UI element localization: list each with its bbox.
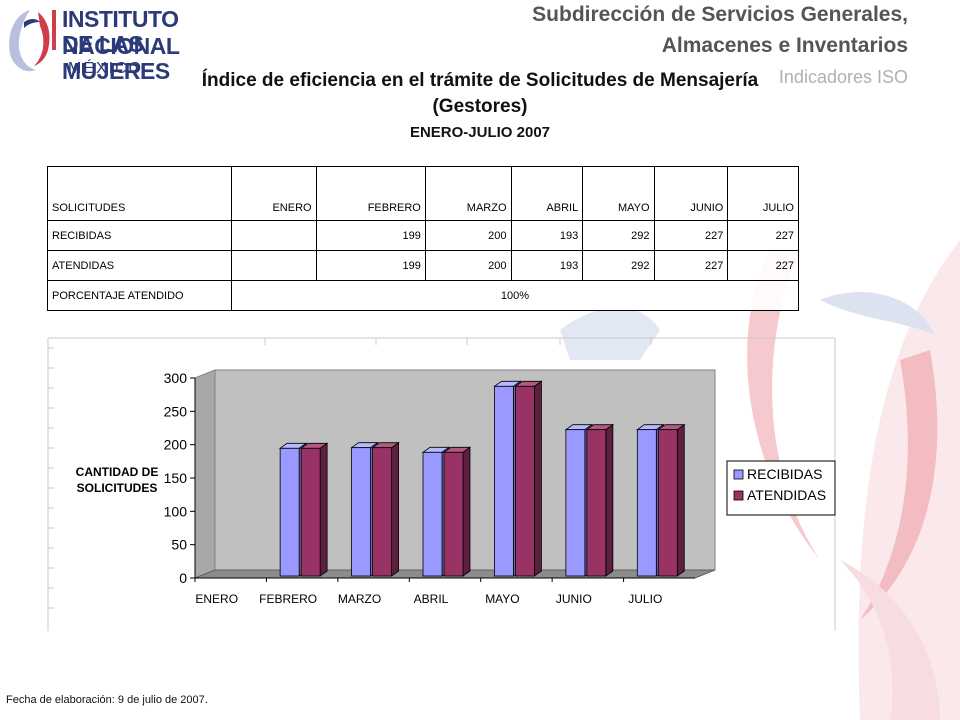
- bar: [565, 429, 586, 577]
- logo-line-1: INSTITUTO NACIONAL: [62, 6, 180, 59]
- bar: [636, 429, 657, 577]
- y-tick-label: 0: [179, 570, 187, 586]
- x-tick-label: MAYO: [485, 592, 519, 606]
- table-header-cell: ENERO: [231, 166, 317, 221]
- table-cell: 227: [727, 250, 799, 281]
- bar-side: [676, 423, 685, 577]
- logo-line-2: DE LAS MUJERES: [62, 31, 170, 84]
- table-header-row: SOLICITUDES ENERO FEBRERO MARZO ABRIL MA…: [47, 166, 799, 221]
- table-cell: ATENDIDAS: [47, 250, 232, 281]
- table-cell: 292: [582, 220, 655, 251]
- table-cell: 193: [510, 250, 584, 281]
- table-cell: 200: [424, 220, 512, 251]
- x-tick-label: ABRIL: [414, 592, 449, 606]
- bar: [657, 429, 678, 577]
- data-table: SOLICITUDES ENERO FEBRERO MARZO ABRIL MA…: [47, 166, 799, 311]
- legend-entry: ATENDIDAS: [747, 487, 826, 503]
- bar: [443, 451, 464, 577]
- chart-side-wall: [194, 369, 216, 579]
- bar: [351, 447, 371, 577]
- bar-side: [391, 441, 399, 577]
- table-cell: PORCENTAJE ATENDIDO: [47, 280, 232, 311]
- table-cell: 227: [727, 220, 799, 251]
- table-header-cell: SOLICITUDES: [47, 166, 232, 221]
- logo-emblem-icon: [9, 10, 56, 72]
- bar-side: [462, 446, 471, 577]
- legend-entry: RECIBIDAS: [747, 466, 822, 482]
- x-tick-label: FEBRERO: [259, 592, 317, 606]
- table-cell: 100%: [231, 280, 799, 311]
- legend-box: [726, 460, 836, 516]
- table-header-cell: JULIO: [727, 166, 799, 221]
- table-cell: 200: [424, 250, 512, 281]
- table-header-cell: MARZO: [424, 166, 512, 221]
- table-cell: 292: [582, 250, 655, 281]
- y-tick-label: 250: [164, 403, 188, 419]
- bar-side: [319, 442, 328, 577]
- table-row: ATENDIDAS 199 200 193 292 227 227: [47, 250, 799, 281]
- bar: [422, 451, 443, 577]
- bar-side: [534, 380, 542, 577]
- bar: [586, 429, 607, 577]
- logo-line-3: MÉXICO: [68, 60, 144, 77]
- x-tick-label: MARZO: [338, 592, 381, 606]
- header-line-2: Almacenes e Inventarios: [661, 34, 908, 57]
- legend-swatch: [733, 490, 744, 501]
- table-header-cell: JUNIO: [653, 166, 729, 221]
- table-cell: 199: [315, 220, 426, 251]
- header-line-3: Indicadores ISO: [778, 67, 908, 87]
- x-tick-label: JUNIO: [556, 592, 592, 606]
- institute-logo: INSTITUTO NACIONAL DE LAS MUJERES MÉXICO: [0, 0, 240, 84]
- y-axis-label: CANTIDAD DE SOLICITUDES: [76, 465, 159, 495]
- y-tick-label: 150: [164, 470, 188, 486]
- table-row: RECIBIDAS 199 200 193 292 227 227: [47, 220, 799, 251]
- chart-title-line-2: (Gestores): [432, 96, 528, 117]
- x-tick-label: JULIO: [628, 592, 662, 606]
- x-tick-label: ENERO: [195, 592, 238, 606]
- y-tick-label: 200: [164, 437, 188, 453]
- legend-swatch: [733, 469, 744, 480]
- table-header-cell: ABRIL: [510, 166, 584, 221]
- table-cell: [231, 220, 317, 251]
- chart-subtitle: ENERO-JULIO 2007: [409, 124, 551, 141]
- footer-note: Fecha de elaboración: 9 de julio de 2007…: [6, 694, 208, 706]
- header-line-1: Subdirección de Servicios Generales,: [532, 3, 908, 26]
- bar: [372, 447, 392, 577]
- table-cell: 227: [653, 220, 729, 251]
- chart-title: Índice de eficiencia en el trámite de So…: [201, 70, 759, 91]
- table-row: PORCENTAJE ATENDIDO 100%: [47, 280, 799, 311]
- bar-chart: 0 50 100 150 200 250 300 CANTIDAD DE SOLICITUDES…: [47, 337, 836, 631]
- y-tick-label: 50: [171, 537, 187, 553]
- bar: [300, 447, 321, 577]
- table-cell: 227: [653, 250, 729, 281]
- bar: [494, 385, 514, 577]
- bar: [515, 385, 535, 577]
- y-axis-label-line: CANTIDAD DE: [76, 465, 159, 479]
- y-axis-label-line: SOLICITUDES: [77, 481, 158, 495]
- bar: [279, 447, 300, 577]
- chart-legend: RECIBIDAS ATENDIDAS: [726, 460, 836, 516]
- table-header-cell: FEBRERO: [315, 166, 426, 221]
- bar-side: [605, 423, 614, 577]
- table-cell: 199: [315, 250, 426, 281]
- table-cell: 193: [510, 220, 584, 251]
- table-cell: RECIBIDAS: [47, 220, 232, 251]
- y-tick-label: 100: [164, 503, 188, 519]
- table-cell: [231, 250, 317, 281]
- y-tick-label: 300: [164, 370, 188, 386]
- table-header-cell: MAYO: [582, 166, 655, 221]
